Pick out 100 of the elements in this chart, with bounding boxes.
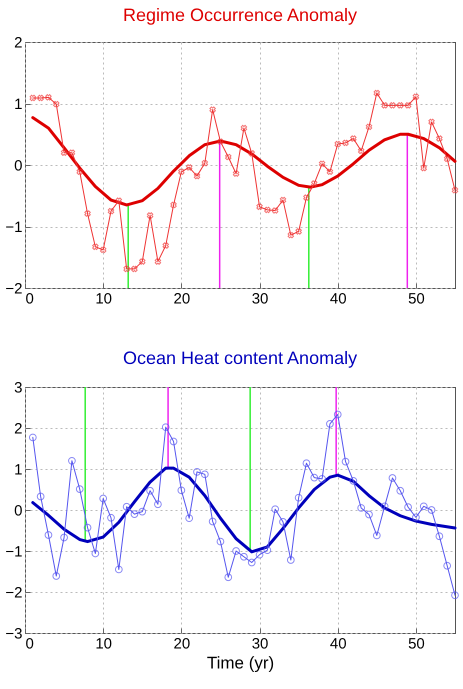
point [60, 149, 68, 156]
x-tick-label: 0 [26, 636, 34, 652]
y-tick-label: 0 [14, 502, 22, 520]
y-tick-label: 1 [14, 96, 22, 113]
point [216, 538, 224, 546]
point [444, 156, 450, 162]
point [122, 502, 130, 511]
point [342, 140, 349, 146]
x-tick-label: 10 [95, 636, 112, 652]
point [396, 486, 404, 495]
point [428, 506, 436, 514]
point [36, 492, 44, 500]
point [318, 160, 326, 167]
point [420, 502, 428, 510]
point [452, 187, 458, 194]
point [428, 118, 435, 126]
x-tick-label: 50 [408, 290, 425, 308]
y-tick-label: −1 [5, 219, 22, 236]
point [76, 168, 83, 175]
point [248, 150, 255, 157]
point [139, 258, 146, 265]
point [170, 202, 177, 208]
line-series [31, 466, 456, 554]
x-tick-label: 30 [252, 636, 268, 652]
point [45, 94, 52, 101]
point [272, 207, 278, 214]
point [248, 558, 256, 566]
point [388, 474, 396, 482]
point [68, 456, 76, 465]
x-tick-label: 20 [174, 636, 190, 652]
x-tick-label: 30 [252, 290, 268, 308]
point [232, 170, 240, 177]
y-tick-label: −3 [5, 626, 22, 642]
point [186, 164, 192, 171]
y-tick-label: −2 [5, 280, 22, 298]
point [279, 518, 287, 526]
x-tick-label: 0 [26, 290, 34, 308]
point [374, 90, 380, 96]
point [68, 149, 76, 156]
point [53, 100, 60, 108]
y-tick-label: −1 [5, 544, 22, 560]
point [264, 546, 272, 554]
y-tick-label: 1 [14, 462, 22, 478]
x-tick-label: 20 [174, 290, 190, 308]
x-tick-label: 50 [408, 636, 425, 652]
y-tick-label: 2 [14, 420, 22, 438]
point [310, 474, 318, 482]
point [295, 228, 302, 235]
x-tick-label: 40 [330, 290, 347, 308]
point [178, 168, 185, 175]
line-series [31, 116, 456, 206]
point [365, 510, 373, 518]
point [412, 514, 420, 522]
x-tick-label: 40 [330, 636, 347, 652]
point [217, 138, 224, 145]
point [225, 154, 232, 160]
point [350, 135, 357, 142]
point [52, 572, 60, 580]
chart-title: Regime Occurrence Anomaly [122, 5, 358, 25]
point [194, 172, 200, 180]
point [162, 423, 170, 432]
point [318, 474, 326, 483]
point [224, 573, 232, 582]
y-tick-label: 2 [14, 34, 22, 52]
point [357, 504, 366, 512]
point [131, 266, 138, 272]
chart-title: Ocean Heat content Anomaly [122, 348, 358, 368]
point [326, 168, 334, 175]
point [30, 94, 36, 102]
point [193, 468, 201, 476]
point [334, 410, 342, 418]
point [256, 550, 264, 559]
point [44, 531, 52, 539]
point [60, 534, 68, 542]
point [84, 210, 91, 217]
point [28, 434, 37, 442]
point [130, 510, 138, 518]
point [420, 164, 427, 172]
point [358, 148, 364, 154]
point [303, 194, 310, 201]
point [264, 206, 271, 214]
point [108, 208, 114, 214]
point [240, 552, 248, 561]
point [178, 486, 186, 494]
point [154, 258, 162, 265]
point [443, 562, 452, 570]
point [99, 494, 108, 502]
x-axis-title: Time (yr) [206, 654, 274, 672]
point [412, 94, 420, 100]
point [84, 524, 92, 532]
y-tick-label: −2 [5, 584, 22, 602]
point [209, 106, 216, 113]
point [326, 420, 334, 428]
point [334, 140, 341, 148]
point [232, 547, 240, 555]
point [397, 102, 404, 109]
point [100, 246, 106, 254]
point [389, 102, 396, 109]
point [380, 502, 388, 510]
point [37, 94, 44, 102]
